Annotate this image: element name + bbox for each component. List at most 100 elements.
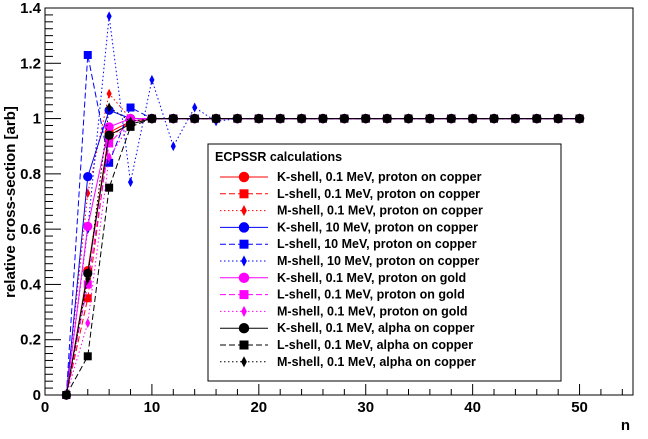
data-point: [192, 102, 198, 113]
y-tick-label: 0.8: [20, 166, 41, 183]
legend-entry: K-shell, 0.1 MeV, proton on gold: [220, 271, 466, 285]
legend-marker: [241, 255, 247, 267]
x-tick-label: 40: [464, 399, 481, 416]
data-point: [126, 122, 135, 131]
data-point: [405, 113, 412, 124]
data-point: [126, 103, 135, 112]
data-point: [104, 122, 114, 132]
x-tick-label: 20: [250, 399, 267, 416]
legend-entry: K-shell, 0.1 MeV, proton on copper: [220, 170, 482, 184]
legend-marker: [241, 305, 247, 317]
legend-marker: [238, 222, 250, 233]
legend-box: [207, 143, 562, 382]
legend-entry: L-shell, 0.1 MeV, proton on copper: [220, 187, 480, 201]
data-point: [127, 177, 134, 188]
legend-marker: [238, 322, 250, 334]
legend-title: ECPSSR calculations: [215, 150, 342, 164]
legend-entry: L-shell, 10 MeV, proton on copper: [220, 237, 477, 251]
x-tick-label: 0: [41, 399, 49, 416]
data-point: [234, 113, 240, 124]
legend-entry: K-shell, 10 MeV, proton on copper: [220, 220, 478, 234]
legend-marker: [239, 239, 249, 249]
data-point: [192, 113, 198, 124]
legend-marker: [241, 356, 247, 368]
legend-label: M-shell, 0.1 MeV, proton on copper: [277, 204, 483, 218]
data-point: [83, 50, 92, 59]
legend-marker: [238, 272, 250, 284]
y-axis-label: relative cross-section [arb]: [2, 106, 19, 298]
x-tick-label: 10: [144, 399, 161, 416]
data-point: [512, 113, 518, 124]
x-tick-label: 30: [357, 399, 374, 416]
legend-entry: L-shell, 0.1 MeV, alpha on copper: [220, 338, 473, 352]
data-point: [448, 113, 454, 124]
legend-entry: M-shell, 0.1 MeV, proton on copper: [220, 204, 483, 218]
legend-label: K-shell, 0.1 MeV, proton on gold: [277, 271, 466, 285]
legend-marker: [241, 205, 247, 217]
data-point: [106, 152, 112, 163]
legend-marker: [239, 290, 249, 300]
y-tick-label: 0.4: [20, 276, 42, 293]
data-point: [363, 113, 369, 124]
legend-label: L-shell, 0.1 MeV, proton on gold: [277, 288, 465, 302]
data-point: [384, 113, 390, 124]
data-point: [106, 102, 112, 113]
legend-label: L-shell, 0.1 MeV, alpha on copper: [277, 338, 473, 352]
data-point: [83, 280, 92, 289]
data-point: [213, 113, 219, 124]
x-tick-label: 50: [571, 399, 588, 416]
legend-entry: K-shell, 0.1 MeV, alpha on copper: [220, 321, 475, 335]
y-tick-label: 1: [33, 111, 41, 128]
data-point: [470, 113, 476, 124]
legend-label: K-shell, 0.1 MeV, proton on copper: [277, 170, 482, 184]
data-point: [576, 113, 583, 124]
data-point: [170, 113, 176, 124]
legend-marker: [239, 189, 249, 199]
data-point: [85, 318, 91, 329]
legend-entry: M-shell, 0.1 MeV, alpha on copper: [220, 355, 476, 369]
legend-label: K-shell, 0.1 MeV, alpha on copper: [277, 321, 475, 335]
data-point: [427, 113, 433, 124]
legend-label: L-shell, 0.1 MeV, proton on copper: [277, 187, 480, 201]
data-point: [256, 113, 262, 124]
data-point: [63, 390, 69, 400]
data-point: [491, 113, 497, 124]
data-point: [105, 139, 114, 148]
legend-marker: [238, 171, 250, 183]
y-tick-label: 0: [33, 387, 41, 404]
data-point: [83, 294, 92, 303]
y-tick-label: 1.2: [20, 55, 41, 72]
data-point: [149, 74, 155, 85]
legend-label: M-shell, 10 MeV, proton on copper: [277, 254, 479, 268]
data-point: [534, 113, 540, 124]
y-tick-label: 1.4: [20, 0, 42, 17]
legend-label: K-shell, 10 MeV, proton on copper: [277, 220, 478, 234]
data-point: [83, 268, 93, 279]
y-tick-label: 0.6: [20, 221, 41, 238]
y-tick-label: 0.2: [20, 332, 41, 349]
series-12: [63, 102, 583, 400]
data-point: [320, 113, 326, 124]
data-point: [105, 158, 114, 167]
data-point: [106, 11, 112, 22]
data-point: [83, 171, 93, 182]
data-point: [299, 113, 305, 124]
data-point: [83, 221, 93, 232]
data-point: [85, 273, 91, 284]
data-point: [277, 113, 283, 124]
data-point: [104, 130, 114, 140]
legend-entry: M-shell, 0.1 MeV, proton on gold: [220, 304, 468, 318]
legend-label: M-shell, 0.1 MeV, alpha on copper: [277, 355, 476, 369]
data-point: [127, 116, 134, 127]
legend: ECPSSR calculations K-shell, 0.1 MeV, pr…: [207, 143, 562, 382]
data-point: [555, 113, 561, 124]
data-point: [83, 352, 92, 361]
legend-label: M-shell, 0.1 MeV, proton on gold: [277, 304, 468, 318]
legend-entry: M-shell, 10 MeV, proton on copper: [220, 254, 479, 268]
legend-marker: [239, 340, 249, 350]
data-point: [105, 183, 114, 192]
data-point: [106, 88, 112, 99]
data-point: [341, 113, 347, 124]
data-point: [149, 113, 155, 124]
